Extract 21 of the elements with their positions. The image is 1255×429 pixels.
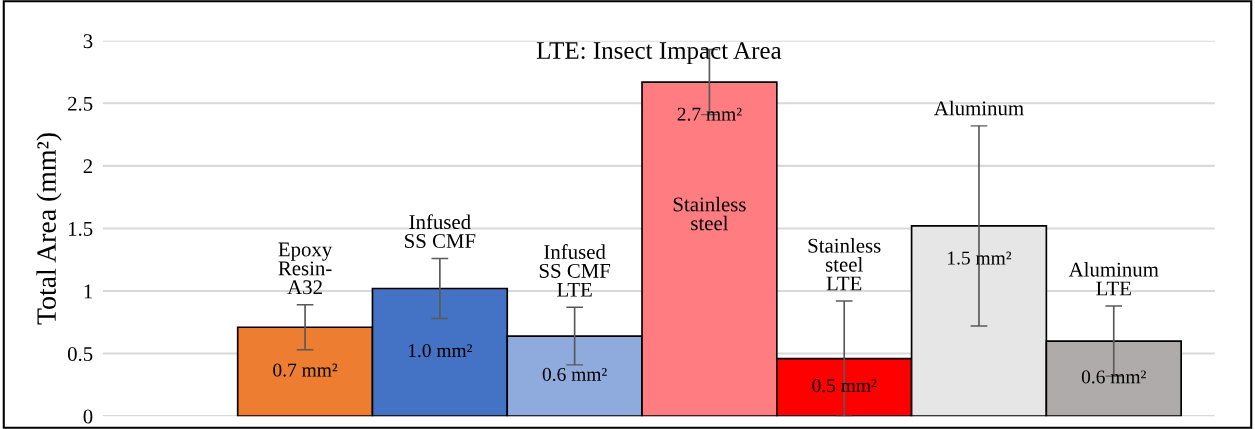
data-label: 1.0 mm² <box>408 344 473 358</box>
data-label: 2.7 mm² <box>677 107 742 121</box>
y-tick-label: 2 <box>83 159 93 174</box>
x-tick-label: Aluminum <box>934 100 1024 116</box>
y-tick-label: 2.5 <box>68 96 93 111</box>
x-tick-label: Infused SS CMF LTE <box>539 244 611 297</box>
x-tick-label: Stainless steel LTE <box>808 238 881 291</box>
y-tick-label: 0.5 <box>67 346 93 362</box>
x-tick-label: Epoxy Resin- A32 <box>278 242 333 295</box>
x-tick-label: Infused SS CMF <box>405 214 476 248</box>
y-tick-label: 3 <box>83 34 93 49</box>
data-label: 0.6 mm² <box>542 367 607 382</box>
data-label: 1.5 mm² <box>948 251 1012 265</box>
y-tick-label: 1.5 <box>68 221 93 236</box>
data-label: 0.6 mm² <box>1081 370 1146 384</box>
x-tick-label: Aluminum LTE <box>1068 261 1159 296</box>
data-label: 0.7 mm² <box>273 363 338 377</box>
y-axis-title: Total Area (mm²) <box>36 133 62 325</box>
y-tick-label: 1 <box>84 284 92 299</box>
y-tick-label: 0 <box>83 409 93 424</box>
x-tick-label: Stainless steel <box>673 196 746 231</box>
